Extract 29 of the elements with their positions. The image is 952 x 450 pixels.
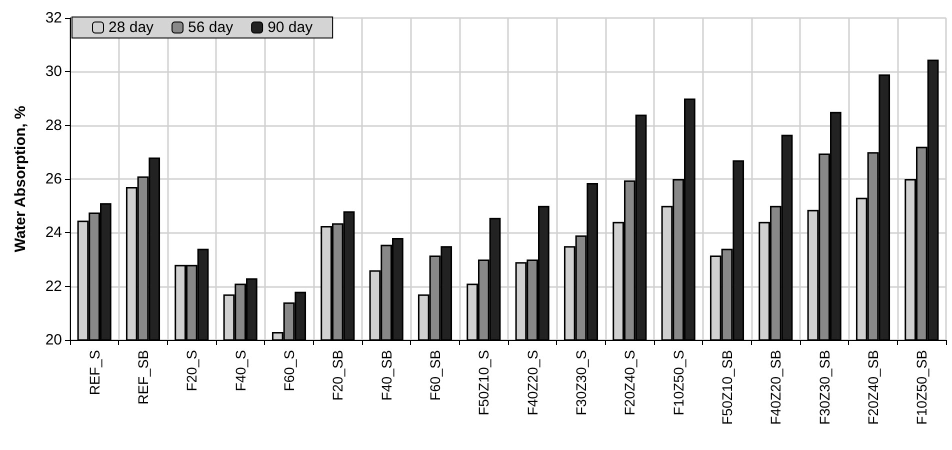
x-tick-label: F40_SB xyxy=(378,350,394,401)
x-tick-label: F50Z10_S xyxy=(476,350,492,416)
legend-label: 90 day xyxy=(268,19,314,36)
x-tick-label: F30Z30_SB xyxy=(816,350,832,425)
y-tick-label: 30 xyxy=(45,63,62,80)
x-tick-label: F50Z10_SB xyxy=(719,350,735,425)
x-tick-label: REF_SB xyxy=(135,350,151,404)
y-tick-label: 22 xyxy=(45,278,62,295)
y-tick-label: 26 xyxy=(45,170,62,188)
x-tick-label: F20_S xyxy=(184,350,200,392)
legend-label: 56 day xyxy=(188,19,234,36)
y-axis-title: Water Absorption, % xyxy=(12,106,29,252)
y-tick-label: 24 xyxy=(45,224,62,242)
legend-label: 28 day xyxy=(108,19,154,36)
x-tick-label: F60_S xyxy=(281,350,297,392)
y-tick-label: 28 xyxy=(45,116,62,134)
x-tick-label: F20Z40_S xyxy=(622,350,638,416)
x-tick-label: F60_SB xyxy=(427,350,443,401)
y-tick-label: 32 xyxy=(45,10,62,26)
x-tick-label: F20_SB xyxy=(330,350,346,401)
y-tick-label: 20 xyxy=(45,332,62,348)
x-tick-label: F40Z20_SB xyxy=(768,350,784,425)
x-tick-label: F40_S xyxy=(232,350,248,392)
x-tick-label: F30Z30_S xyxy=(573,350,589,416)
x-tick-label: F40Z20_S xyxy=(524,350,540,416)
x-tick-label: F10Z50_S xyxy=(670,350,686,416)
x-tick-label: F20Z40_SB xyxy=(865,350,881,425)
x-tick-label: REF_S xyxy=(86,350,102,396)
x-tick-label: F10Z50_SB xyxy=(914,350,930,425)
